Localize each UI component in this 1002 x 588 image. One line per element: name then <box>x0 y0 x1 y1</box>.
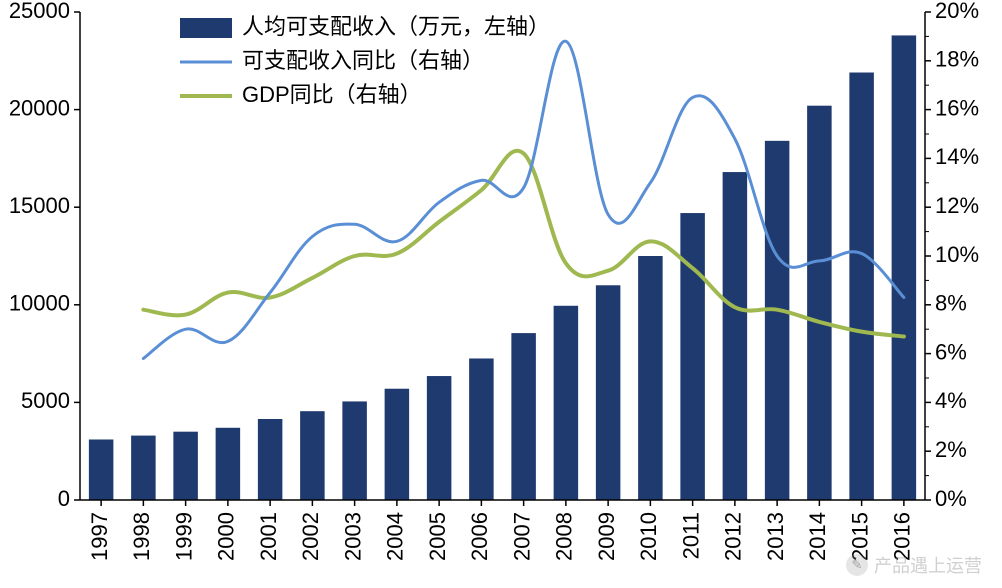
bar <box>385 389 410 500</box>
x-label: 2008 <box>552 512 577 561</box>
y-right-label: 2% <box>935 437 967 462</box>
bar <box>300 411 325 500</box>
y-right-label: 10% <box>935 242 979 267</box>
bar <box>427 376 452 500</box>
x-label: 2010 <box>636 512 661 561</box>
x-label: 2014 <box>805 512 830 561</box>
x-label: 1999 <box>171 512 196 561</box>
y-right-label: 14% <box>935 144 979 169</box>
legend-swatch <box>180 18 232 38</box>
y-left-label: 5000 <box>21 388 70 413</box>
y-left-label: 10000 <box>9 291 70 316</box>
bar <box>469 358 494 500</box>
y-left-label: 25000 <box>9 0 70 23</box>
x-label: 2003 <box>340 512 365 561</box>
bar <box>892 35 917 500</box>
x-label: 1997 <box>87 512 112 561</box>
x-label: 2016 <box>890 512 915 561</box>
bar <box>173 432 198 500</box>
y-right-label: 8% <box>935 291 967 316</box>
y-right-label: 20% <box>935 0 979 23</box>
bar <box>342 401 367 500</box>
bar <box>596 285 621 500</box>
y-right-label: 12% <box>935 193 979 218</box>
bar <box>511 333 536 500</box>
bar <box>131 436 156 500</box>
y-right-label: 18% <box>935 47 979 72</box>
x-label: 2009 <box>594 512 619 561</box>
x-label: 2001 <box>256 512 281 561</box>
bar <box>680 213 705 500</box>
income-gdp-chart: 0 5000 10000 15000 20000 25000 0% 2% 4% 6% 8% 10% 12… <box>0 0 1002 588</box>
bar <box>638 256 663 500</box>
x-label: 2002 <box>298 512 323 561</box>
bar <box>89 439 114 500</box>
x-label: 2011 <box>678 512 703 559</box>
x-label: 2012 <box>721 512 746 561</box>
bar <box>849 73 874 500</box>
x-label: 2005 <box>425 512 450 561</box>
bar <box>765 141 790 500</box>
bar <box>216 428 241 500</box>
x-label: 2000 <box>214 512 239 561</box>
y-right-label: 6% <box>935 339 967 364</box>
bar <box>723 172 748 500</box>
x-label: 1998 <box>129 512 154 561</box>
x-label: 2013 <box>763 512 788 561</box>
bar <box>807 106 832 500</box>
x-label: 2015 <box>847 512 872 561</box>
y-right-label: 4% <box>935 388 967 413</box>
y-left-label: 15000 <box>9 193 70 218</box>
y-right-label: 16% <box>935 95 979 120</box>
y-left-label: 0 <box>58 486 70 511</box>
bar <box>258 419 283 500</box>
y-left-label: 20000 <box>9 95 70 120</box>
x-label: 2004 <box>383 512 408 561</box>
legend-label: GDP同比（右轴） <box>242 82 422 107</box>
y-right-label: 0% <box>935 486 967 511</box>
bar <box>554 306 579 500</box>
x-label: 2006 <box>467 512 492 561</box>
legend-label: 人均可支配收入（万元，左轴） <box>242 14 550 39</box>
legend-label: 可支配收入同比（右轴） <box>242 48 484 73</box>
x-label: 2007 <box>509 512 534 561</box>
